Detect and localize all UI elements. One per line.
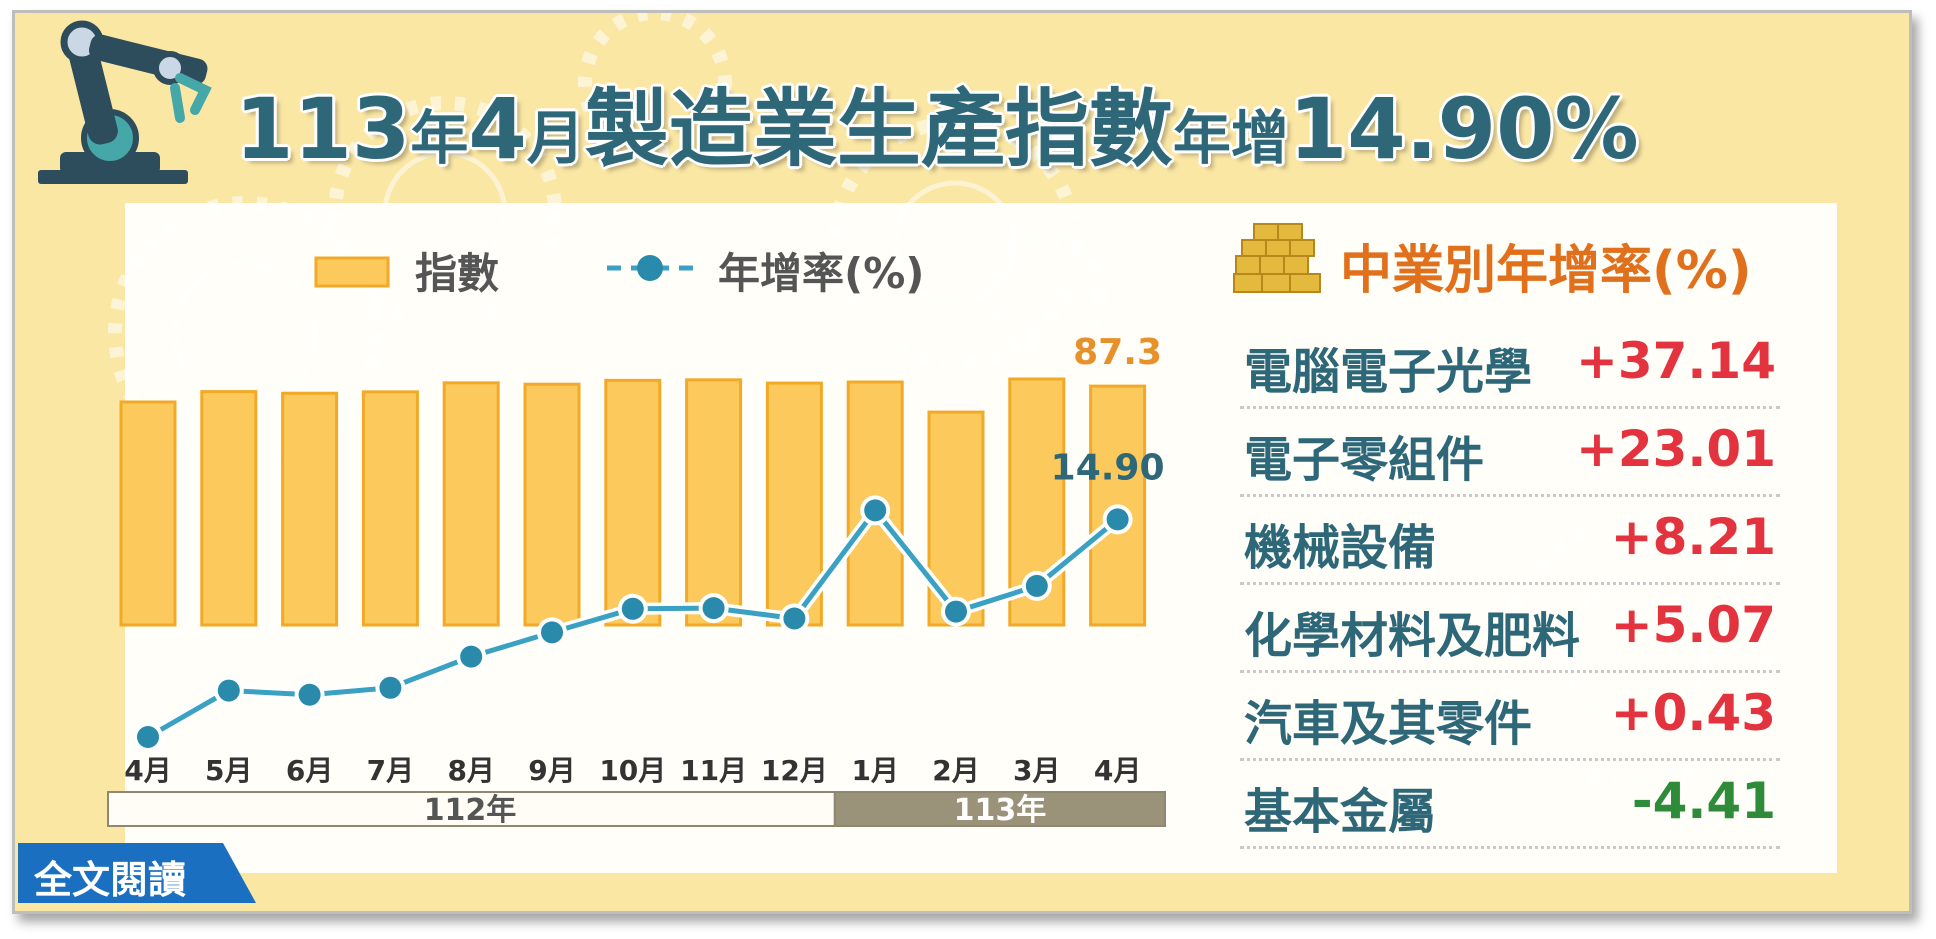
industry-growth-value: +8.21 [1610,508,1776,566]
year-group-box [107,791,836,827]
industry-name: 機械設備 [1244,520,1437,576]
infographic-card [12,10,1912,914]
robot-arm-icon [38,20,212,184]
title-part: 年 [410,104,469,172]
x-tick-label: 2月 [932,754,979,787]
x-tick-label: 11月 [680,754,747,787]
read-full-button[interactable]: 全文閱讀 [18,843,256,903]
index-bar [361,390,419,627]
growth-dot [1106,508,1129,531]
industry-name: 基本金屬 [1244,784,1437,840]
title-part: 年增 [1172,104,1289,172]
title-part: 製造業生產指數 [584,80,1173,178]
growth-dot [379,676,402,699]
growth-dot [702,597,725,620]
industry-name: 電子零組件 [1244,432,1485,488]
x-tick-label: 10月 [599,754,666,787]
growth-dot [864,499,887,522]
index-bar [442,381,500,627]
industry-growth-value: +5.07 [1610,596,1776,654]
industry-row: 汽車及其零件 +0.43 [1240,672,1780,761]
industry-row: 電腦電子光學 +37.14 [1240,320,1780,409]
index-bar [119,400,177,627]
x-tick-label: 5月 [205,754,252,787]
industry-row: 基本金屬 -4.41 [1240,760,1780,849]
industry-growth-value: +23.01 [1575,420,1776,478]
industry-row: 化學材料及肥料 +5.07 [1240,584,1780,673]
industry-name: 汽車及其零件 [1244,696,1533,752]
industry-row: 電子零組件 +23.01 [1240,408,1780,497]
read-button-shape [18,843,256,903]
year-group-box [833,791,1166,827]
growth-dot [621,597,644,620]
x-tick-label: 4月 [1094,754,1141,787]
index-bar [200,390,258,627]
gold-bars-icon [1233,223,1321,293]
growth-dot [460,645,483,668]
year-group-label: 113年 [954,793,1047,828]
growth-dot [945,600,967,623]
index-bar [523,382,581,627]
x-tick-label: 3月 [1013,754,1060,787]
industry-growth-value: -4.41 [1631,772,1776,830]
year-group-label: 112年 [424,793,517,828]
growth-dot [217,679,240,702]
x-tick-label: 9月 [528,754,575,787]
x-tick-label: 4月 [124,754,171,787]
page-title: 113 年 4 月製造業生產指數 年增 14.90% [235,62,1639,178]
bar-value-label: 87.3 [1073,332,1162,373]
growth-dot [298,683,321,706]
x-tick-label: 1月 [851,754,898,787]
industry-name: 化學材料及肥料 [1244,608,1581,664]
title-part: 113 [235,80,411,178]
legend-bar-label: 指數 [415,249,499,298]
industry-name: 電腦電子光學 [1244,344,1533,400]
index-bar [604,378,662,627]
read-full-label: 全文閱讀 [34,858,187,902]
title-part: 14.90% [1288,80,1639,178]
growth-dot [541,621,563,644]
x-tick-label: 8月 [447,754,494,787]
line-value-label: 14.90 [1051,447,1165,488]
x-tick-label: 7月 [367,754,414,787]
index-bar [281,391,339,627]
x-tick-label: 6月 [286,754,333,787]
title-part: 4 [468,80,527,178]
legend-line-dot [637,255,663,281]
x-tick-label: 12月 [761,754,828,787]
industry-row: 機械設備 +8.21 [1240,496,1780,585]
industry-growth-value: +0.43 [1610,684,1776,742]
legend-line-label: 年增率(%) [718,249,924,298]
industry-growth-value: +37.14 [1575,332,1776,390]
legend-bar-swatch [314,256,390,288]
growth-dot [137,726,159,748]
growth-dot [1025,574,1048,597]
title-part: 月 [526,104,585,172]
index-bar [685,378,743,627]
growth-dot [783,607,806,630]
industry-growth-title: 中業別年增率(%) [1340,241,1752,301]
